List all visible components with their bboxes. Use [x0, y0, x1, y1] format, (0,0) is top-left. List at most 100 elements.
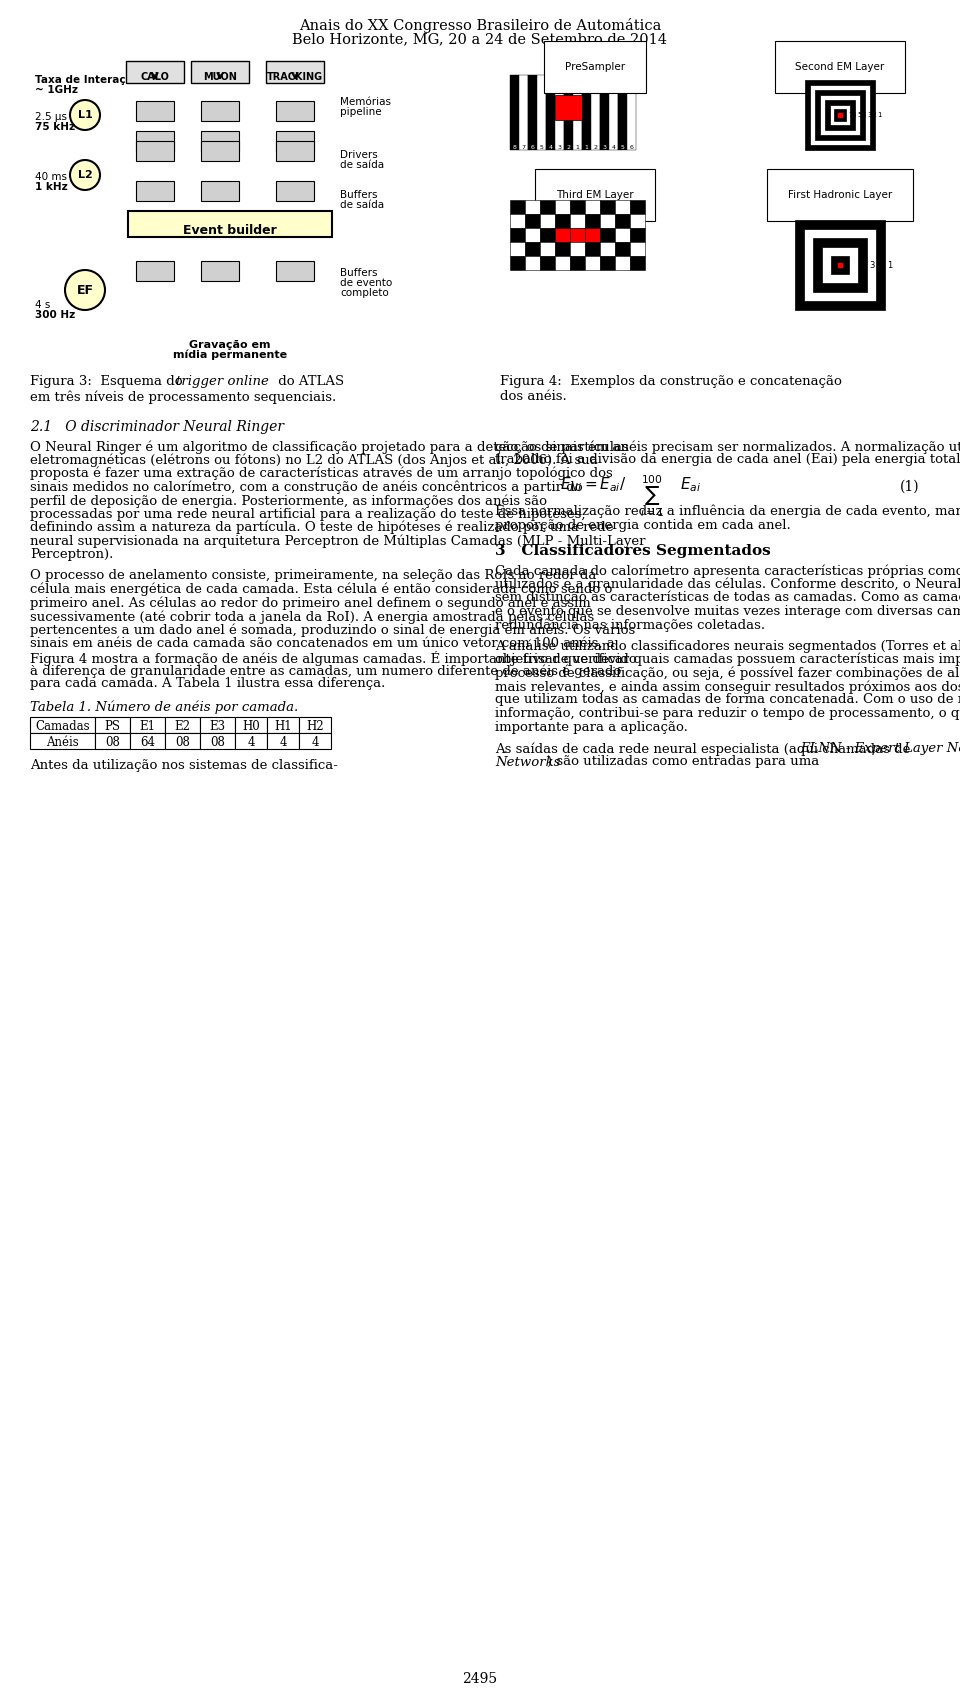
Text: 6: 6 — [531, 145, 535, 150]
FancyBboxPatch shape — [201, 132, 239, 150]
Bar — [825, 100, 855, 130]
Bar — [585, 228, 600, 241]
Bar — [299, 733, 331, 749]
FancyBboxPatch shape — [191, 61, 249, 83]
Text: 1: 1 — [877, 111, 881, 118]
Text: proposta é fazer uma extração de características através de um arranjo topológic: proposta é fazer uma extração de caracte… — [30, 468, 612, 481]
Text: 2: 2 — [878, 260, 883, 270]
Bar — [615, 257, 630, 270]
Text: utilizados e a granularidade das células. Conforme descrito, o Neural Ringer uti: utilizados e a granularidade das células… — [495, 577, 960, 591]
Bar — [600, 199, 615, 214]
Text: ) são utilizadas como entradas para uma: ) são utilizadas como entradas para uma — [547, 756, 819, 768]
Bar — [30, 733, 95, 749]
FancyBboxPatch shape — [276, 101, 314, 122]
Bar — [540, 199, 555, 214]
Bar — [585, 199, 600, 214]
Text: 3: 3 — [603, 145, 607, 150]
Text: completo: completo — [340, 289, 389, 299]
Text: de saída: de saída — [340, 160, 384, 170]
Text: 2.1   O discriminador Neural Ringer: 2.1 O discriminador Neural Ringer — [30, 420, 284, 434]
Text: Memórias: Memórias — [340, 96, 391, 106]
Text: 4: 4 — [862, 111, 866, 118]
Text: H2: H2 — [306, 719, 324, 733]
Bar — [525, 241, 540, 257]
Bar — [570, 241, 585, 257]
Bar — [830, 105, 850, 125]
Text: 08: 08 — [175, 736, 190, 748]
FancyBboxPatch shape — [266, 61, 324, 83]
Bar — [299, 717, 331, 733]
Bar — [815, 89, 865, 140]
Bar — [510, 214, 525, 228]
FancyBboxPatch shape — [136, 132, 174, 150]
Bar — [615, 228, 630, 241]
Bar — [510, 257, 525, 270]
FancyBboxPatch shape — [128, 211, 332, 236]
Text: 75 kHz: 75 kHz — [35, 122, 75, 132]
Bar — [570, 199, 585, 214]
Bar — [564, 74, 573, 150]
Text: célula mais energética de cada camada. Esta célula é então considerada como send: célula mais energética de cada camada. E… — [30, 582, 612, 596]
FancyBboxPatch shape — [136, 101, 174, 122]
Bar — [267, 733, 299, 749]
FancyBboxPatch shape — [201, 101, 239, 122]
Circle shape — [70, 100, 100, 130]
Bar — [555, 214, 570, 228]
Text: sem distinção as características de todas as camadas. Como as camadas são sobrep: sem distinção as características de toda… — [495, 591, 960, 604]
Text: 4: 4 — [612, 145, 615, 150]
Bar — [805, 79, 875, 150]
FancyBboxPatch shape — [276, 181, 314, 201]
Text: 2: 2 — [872, 111, 876, 118]
Text: Figura 4 mostra a formação de anéis de algumas camadas. É importante frisar que : Figura 4 mostra a formação de anéis de a… — [30, 650, 636, 665]
Bar — [570, 228, 585, 241]
Text: 2: 2 — [593, 145, 597, 150]
Text: $\sum_{i=1}^{100}$: $\sum_{i=1}^{100}$ — [640, 473, 663, 518]
Text: Networks: Networks — [495, 756, 561, 768]
Bar — [585, 214, 600, 228]
Text: processadas por uma rede neural artificial para a realização do teste de hipótes: processadas por uma rede neural artifici… — [30, 508, 586, 522]
Text: objetivo de verificar quais camadas possuem características mais importantes ao: objetivo de verificar quais camadas poss… — [495, 653, 960, 667]
Bar — [555, 199, 570, 214]
Bar — [837, 111, 843, 118]
Text: PS: PS — [105, 719, 121, 733]
Text: A análise utilizando classificadores neurais segmentados (Torres et al., 2010) t: A análise utilizando classificadores neu… — [495, 640, 960, 653]
Bar — [525, 199, 540, 214]
FancyBboxPatch shape — [276, 262, 314, 280]
Bar — [600, 257, 615, 270]
Text: processo de classificação, ou seja, é possível fazer combinações de algumas cama: processo de classificação, ou seja, é po… — [495, 667, 960, 680]
FancyBboxPatch shape — [136, 262, 174, 280]
Circle shape — [70, 160, 100, 191]
Bar — [540, 241, 555, 257]
FancyBboxPatch shape — [201, 142, 239, 160]
Bar — [600, 228, 615, 241]
Bar — [555, 241, 570, 257]
Text: pertencentes a um dado anel é somada, produzindo o sinal de energia em anéis. Os: pertencentes a um dado anel é somada, pr… — [30, 623, 636, 636]
Bar — [267, 717, 299, 733]
Bar — [555, 228, 570, 241]
Bar — [618, 74, 627, 150]
Bar — [200, 733, 235, 749]
Bar — [30, 717, 95, 733]
Bar — [585, 241, 600, 257]
Bar — [837, 262, 843, 268]
Text: Belo Horizonte, MG, 20 a 24 de Setembro de 2014: Belo Horizonte, MG, 20 a 24 de Setembro … — [293, 32, 667, 46]
Text: 7: 7 — [521, 145, 525, 150]
Text: dos anéis.: dos anéis. — [500, 390, 566, 403]
Text: trigger online: trigger online — [176, 375, 269, 388]
Text: 3: 3 — [867, 111, 872, 118]
Text: Buffers: Buffers — [340, 191, 377, 199]
Bar — [525, 257, 540, 270]
Bar — [519, 74, 528, 150]
Bar — [130, 717, 165, 733]
Text: E2: E2 — [175, 719, 190, 733]
Text: (1): (1) — [900, 479, 920, 495]
FancyBboxPatch shape — [126, 61, 184, 83]
Bar — [837, 111, 843, 118]
Text: ção, os sinais em anéis precisam ser normalizados. A normalização utilizada nest: ção, os sinais em anéis precisam ser nor… — [495, 441, 960, 454]
Text: 8: 8 — [513, 145, 516, 150]
Text: proporção de energia contida em cada anel.: proporção de energia contida em cada ane… — [495, 518, 791, 532]
Bar — [591, 74, 600, 150]
Bar — [813, 238, 867, 292]
Text: ELNN - Expert Layer Neural: ELNN - Expert Layer Neural — [800, 743, 960, 755]
Bar — [630, 214, 645, 228]
